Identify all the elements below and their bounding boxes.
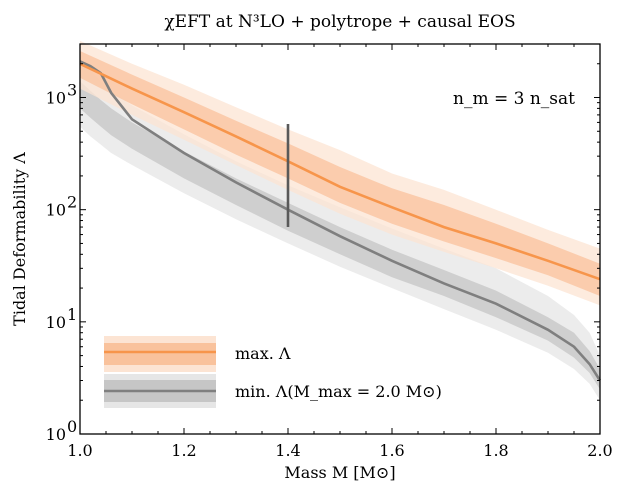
plot-area [79, 40, 602, 401]
chart-title: χEFT at N³LO + polytrope + causal EOS [164, 12, 515, 32]
x-axis-label: Mass M [M⊙] [284, 463, 395, 482]
y-tick-exponent: 2 [67, 193, 77, 212]
x-tick-label: 1.0 [67, 441, 92, 460]
x-tick-label: 1.6 [379, 441, 404, 460]
legend: max. Λ min. Λ(M_max = 2.0 M⊙) [104, 336, 442, 408]
x-tick-label: 1.8 [483, 441, 508, 460]
series-0-line [79, 62, 601, 281]
legend-label-min: min. Λ(M_max = 2.0 M⊙) [235, 382, 442, 401]
y-tick-label: 10 [46, 425, 66, 444]
y-tick-label: 10 [46, 89, 66, 108]
lines [79, 60, 602, 382]
legend-max-band-inner [104, 343, 216, 365]
series-1-line [79, 60, 602, 382]
y-tick-exponent: 3 [67, 81, 77, 100]
annotation: n_m = 3 n_sat [453, 89, 575, 109]
y-tick-label: 10 [46, 201, 66, 220]
y-tick-exponent: 1 [67, 305, 77, 324]
legend-label-max: max. Λ [235, 344, 291, 363]
x-tick-label: 2.0 [587, 441, 612, 460]
y-tick-exponent: 0 [67, 417, 77, 436]
x-tick-label: 1.4 [275, 441, 300, 460]
y-tick-label: 10 [46, 313, 66, 332]
x-tick-label: 1.2 [171, 441, 196, 460]
y-axis-label: Tidal Deformability Λ [10, 152, 29, 326]
